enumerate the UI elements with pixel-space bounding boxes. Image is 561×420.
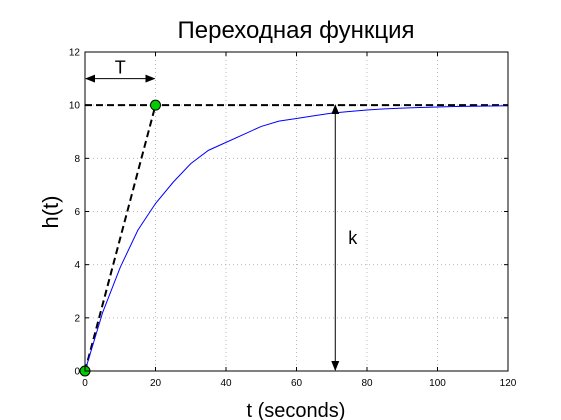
y-tick-label: 10 [69,101,81,112]
x-tick-label: 100 [429,378,446,389]
y-tick-label: 2 [74,313,80,324]
annotation-label: T [115,58,126,78]
marker-point [150,99,161,111]
x-axis-label: t (seconds) [247,400,346,420]
y-tick-label: 12 [69,48,81,59]
y-axis-label: h(t) [38,196,63,229]
x-tick-label: 80 [361,378,373,389]
ticks: 0 20 40 60 80 100 120 0 2 4 6 8 10 12 [69,48,517,390]
y-tick-label: 4 [74,260,80,271]
x-tick-label: 60 [291,378,303,389]
x-tick-label: 120 [500,378,517,389]
y-tick-label: 0 [74,367,80,378]
reference-line [84,104,157,372]
y-tick-label: 6 [74,207,80,218]
annotation-label: k [348,228,358,248]
chart-title: Переходная функция [178,17,415,44]
x-tick-label: 40 [220,378,232,389]
plot-area [85,52,508,371]
x-tick-label: 20 [150,378,162,389]
annotations: Tk [85,58,358,371]
y-tick-label: 8 [74,154,80,165]
x-tick-label: 0 [82,378,88,389]
series-line [84,105,509,372]
series-group [84,105,509,372]
